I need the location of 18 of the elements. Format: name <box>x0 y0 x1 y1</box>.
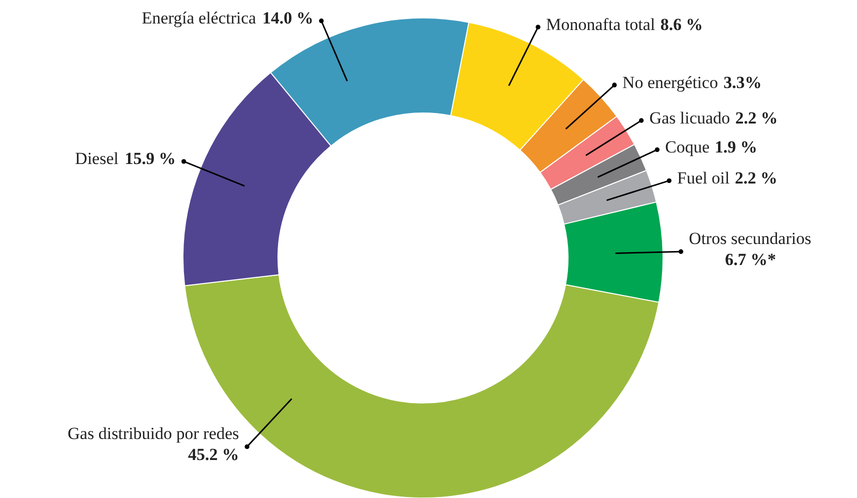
data-label: 45.2 % <box>188 444 240 464</box>
slice-label: Diesel <box>75 149 119 168</box>
slice-label: Mononafta total <box>546 14 656 34</box>
slice-label: Gas licuado <box>649 108 730 128</box>
data-label: 15.9 % <box>124 149 176 168</box>
data-label: 2.2 % <box>734 168 778 188</box>
slice-label: Otros secundarios <box>688 228 812 248</box>
data-label: 6.7 %* <box>725 250 776 269</box>
slice-label: Energía eléctrica <box>142 8 257 28</box>
slice-label: Coque <box>665 138 710 156</box>
data-label: 8.6 % <box>660 14 703 34</box>
data-label: 2.2 % <box>735 108 778 128</box>
slice-label: Fuel oil <box>677 168 730 188</box>
slice-label: No energético <box>622 72 718 92</box>
data-label: 14.0 % <box>262 8 314 28</box>
slice-label: Gas distribuido por redes <box>68 424 240 443</box>
data-label: 1.9 % <box>714 138 758 156</box>
data-label: 3.3% <box>724 72 762 92</box>
